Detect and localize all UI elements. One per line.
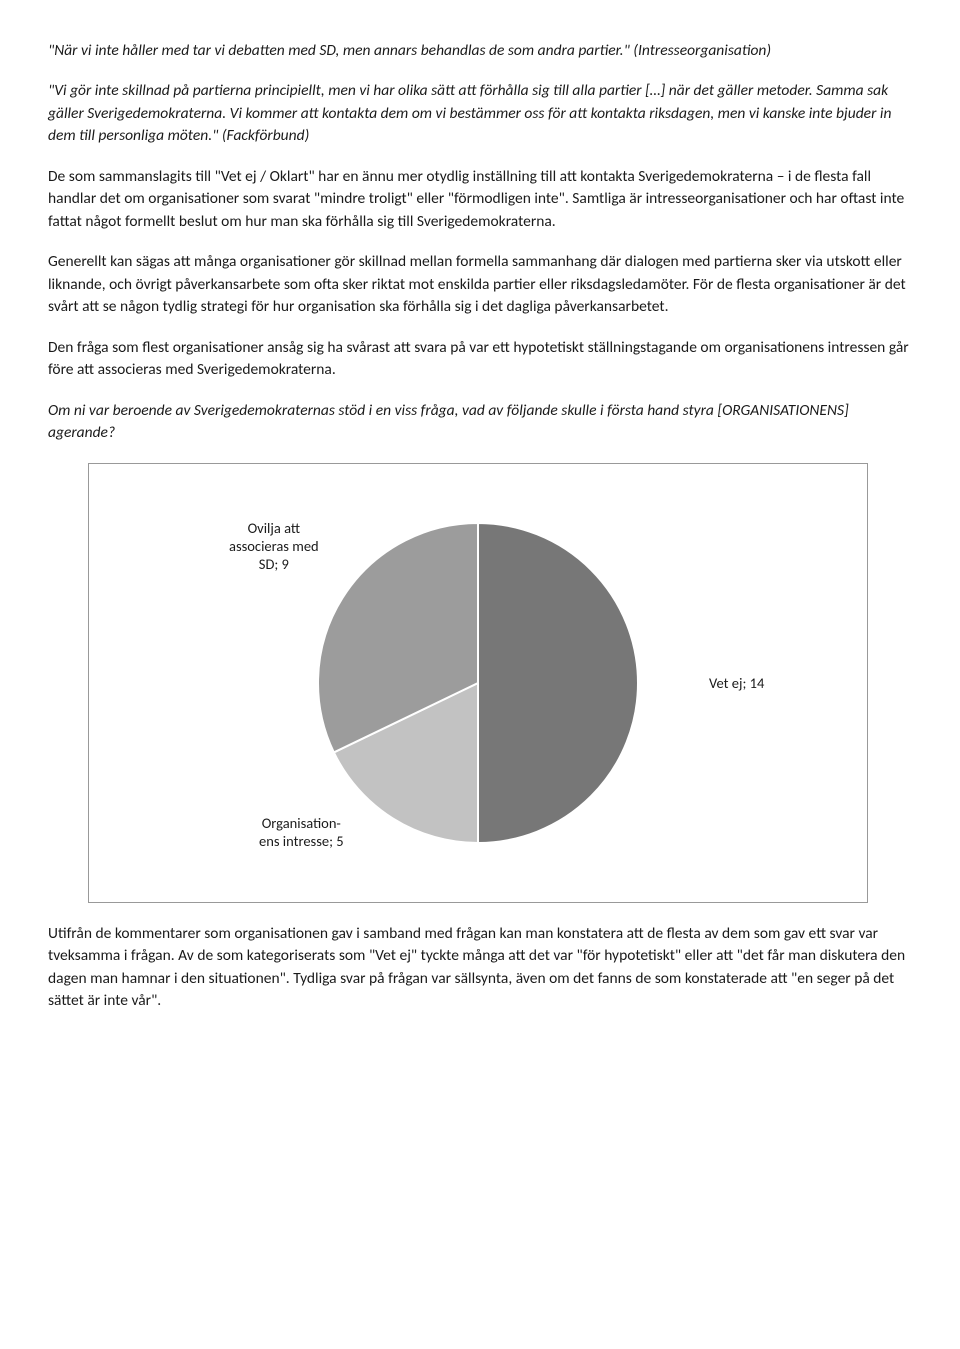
pie-chart <box>318 523 638 843</box>
paragraph-1: De som sammanslagits till "Vet ej / Okla… <box>48 166 912 233</box>
paragraph-3: Den fråga som flest organisationer ansåg… <box>48 337 912 382</box>
pie-chart-container: Vet ej; 14 Organisation-ens intresse; 5 Ov… <box>88 463 868 903</box>
survey-question: Om ni var beroende av Sverigedemokratern… <box>48 400 912 445</box>
pie-slice-label: Vet ej; 14 <box>709 674 764 692</box>
quote-1: "När vi inte håller med tar vi debatten … <box>48 40 912 62</box>
pie-slice-label: Organisation-ens intresse; 5 <box>259 814 344 850</box>
paragraph-2: Generellt kan sägas att många organisati… <box>48 251 912 318</box>
pie-slice <box>478 523 638 843</box>
paragraph-4: Utifrån de kommentarer som organisatione… <box>48 923 912 1013</box>
pie-slice-label: Ovilja attassocieras medSD; 9 <box>229 519 319 573</box>
quote-2: "Vi gör inte skillnad på partierna princ… <box>48 80 912 147</box>
